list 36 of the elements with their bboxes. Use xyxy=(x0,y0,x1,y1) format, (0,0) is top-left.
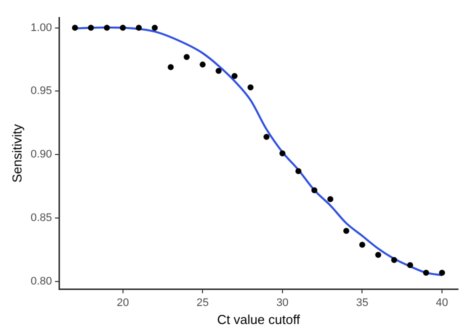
point xyxy=(152,24,158,31)
point xyxy=(375,252,382,258)
x-tick-label: 35 xyxy=(356,296,368,309)
point xyxy=(407,262,414,268)
point xyxy=(248,84,254,90)
point xyxy=(72,24,78,31)
point xyxy=(120,24,126,31)
point xyxy=(88,24,94,31)
point xyxy=(311,187,318,194)
point xyxy=(232,72,238,79)
point xyxy=(423,270,430,276)
y-tick-label: 0.90 xyxy=(30,148,52,161)
point xyxy=(439,270,446,276)
y-tick-label: 0.80 xyxy=(30,276,52,288)
point xyxy=(343,228,350,234)
point xyxy=(104,24,110,31)
point xyxy=(295,168,302,174)
point xyxy=(391,257,398,264)
point xyxy=(216,68,222,74)
y-axis-title: Sensitivity xyxy=(9,124,24,183)
x-tick-label: 20 xyxy=(116,296,129,309)
point xyxy=(279,150,286,156)
y-tick-label: 0.85 xyxy=(30,212,52,224)
x-tick-label: 25 xyxy=(196,296,209,309)
y-tick-label: 0.95 xyxy=(30,85,52,98)
point xyxy=(136,24,142,31)
point xyxy=(327,196,334,202)
point xyxy=(184,54,190,60)
y-tick-label: 1.00 xyxy=(30,22,52,34)
point xyxy=(168,64,174,70)
point xyxy=(359,242,366,248)
point xyxy=(200,62,206,68)
x-tick-label: 30 xyxy=(276,296,289,309)
x-tick-label: 40 xyxy=(436,296,448,309)
x-axis-title: Ct value cutoff xyxy=(217,312,300,327)
point xyxy=(263,134,270,140)
